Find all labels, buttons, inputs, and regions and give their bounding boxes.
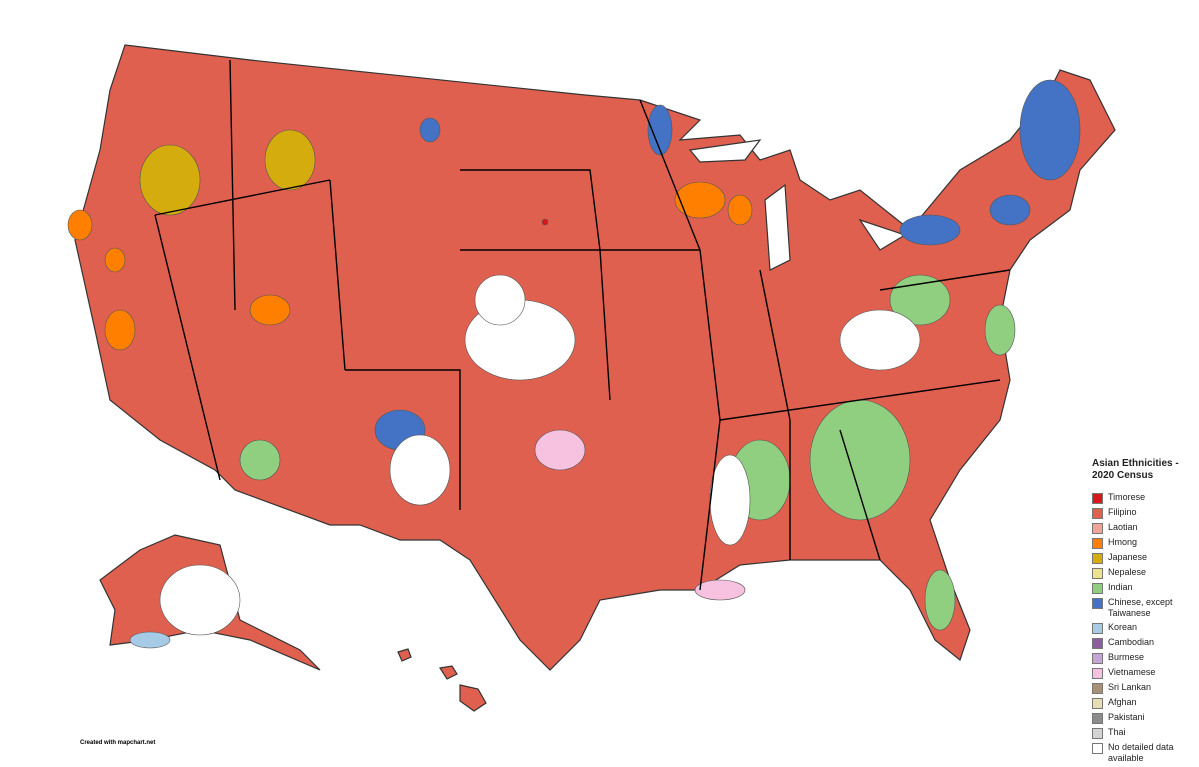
legend-label: Japanese <box>1108 552 1148 562</box>
legend-label: Filipino <box>1108 507 1137 517</box>
region <box>647 104 673 156</box>
legend-item: Indian <box>1092 582 1192 594</box>
region <box>249 294 291 326</box>
legend-label: Laotian <box>1108 522 1138 532</box>
region <box>389 434 451 506</box>
legend-swatch <box>1092 598 1103 609</box>
legend-label: Cambodian <box>1108 637 1155 647</box>
legend-swatch <box>1092 623 1103 634</box>
region <box>809 399 911 521</box>
region <box>989 194 1031 226</box>
legend: Asian Ethnicities - 2020 Census Timorese… <box>1092 458 1192 767</box>
credit: Created with mapchart.net <box>80 740 156 746</box>
region <box>839 309 921 371</box>
region <box>889 274 951 326</box>
legend-label: Afghan <box>1108 697 1137 707</box>
legend-swatch <box>1092 713 1103 724</box>
legend-swatch <box>1092 683 1103 694</box>
legend-item: Korean <box>1092 622 1192 634</box>
region <box>899 214 961 246</box>
legend-item: Afghan <box>1092 697 1192 709</box>
region <box>239 439 281 481</box>
region <box>104 247 126 273</box>
region <box>709 454 751 546</box>
region <box>104 309 136 351</box>
regions <box>67 79 1081 649</box>
legend-item: Burmese <box>1092 652 1192 664</box>
region <box>139 144 201 216</box>
legend-swatch <box>1092 668 1103 679</box>
legend-swatch <box>1092 553 1103 564</box>
legend-swatch <box>1092 523 1103 534</box>
legend-label: Chinese, except Taiwanese <box>1108 597 1173 618</box>
legend-item: Chinese, except Taiwanese <box>1092 597 1192 619</box>
legend-swatch <box>1092 743 1103 754</box>
great-lakes <box>688 139 907 271</box>
legend-item: Nepalese <box>1092 567 1192 579</box>
legend-swatch <box>1092 728 1103 739</box>
legend-item: Pakistani <box>1092 712 1192 724</box>
region <box>674 181 726 219</box>
legend-swatch <box>1092 493 1103 504</box>
legend-item: Timorese <box>1092 492 1192 504</box>
legend-label: Timorese <box>1108 492 1146 502</box>
legend-item: Sri Lankan <box>1092 682 1192 694</box>
legend-label: Burmese <box>1108 652 1145 662</box>
legend-label: Korean <box>1108 622 1138 632</box>
region <box>541 218 549 226</box>
legend-swatch <box>1092 653 1103 664</box>
legend-item: Filipino <box>1092 507 1192 519</box>
legend-label: Thai <box>1108 727 1126 737</box>
hawaii <box>397 648 487 712</box>
region <box>924 569 956 631</box>
legend-swatch <box>1092 568 1103 579</box>
legend-swatch <box>1092 698 1103 709</box>
legend-label: Sri Lankan <box>1108 682 1152 692</box>
region <box>67 209 93 241</box>
legend-label: Nepalese <box>1108 567 1147 577</box>
legend-title: Asian Ethnicities - 2020 Census <box>1092 458 1179 481</box>
state-borders <box>154 59 1011 591</box>
legend-item: Laotian <box>1092 522 1192 534</box>
legend-item: Japanese <box>1092 552 1192 564</box>
region <box>1019 79 1081 181</box>
legend-label: Indian <box>1108 582 1133 592</box>
region <box>474 274 526 326</box>
region <box>419 117 441 143</box>
legend-item: Vietnamese <box>1092 667 1192 679</box>
legend-items: Timorese Filipino Laotian Hmong Japanese Nepa… <box>1092 492 1192 764</box>
legend-item: Thai <box>1092 727 1192 739</box>
region <box>534 429 586 471</box>
legend-swatch <box>1092 508 1103 519</box>
region <box>264 129 316 191</box>
region <box>727 194 753 226</box>
legend-item: No detailed data available <box>1092 742 1192 764</box>
region <box>694 579 746 601</box>
legend-label: No detailed data available <box>1108 742 1174 763</box>
region <box>984 304 1016 356</box>
region <box>129 631 171 649</box>
region <box>159 564 241 636</box>
legend-label: Hmong <box>1108 537 1138 547</box>
legend-item: Hmong <box>1092 537 1192 549</box>
legend-swatch <box>1092 538 1103 549</box>
legend-swatch <box>1092 583 1103 594</box>
legend-item: Cambodian <box>1092 637 1192 649</box>
legend-label: Vietnamese <box>1108 667 1156 677</box>
legend-label: Pakistani <box>1108 712 1145 722</box>
legend-swatch <box>1092 638 1103 649</box>
